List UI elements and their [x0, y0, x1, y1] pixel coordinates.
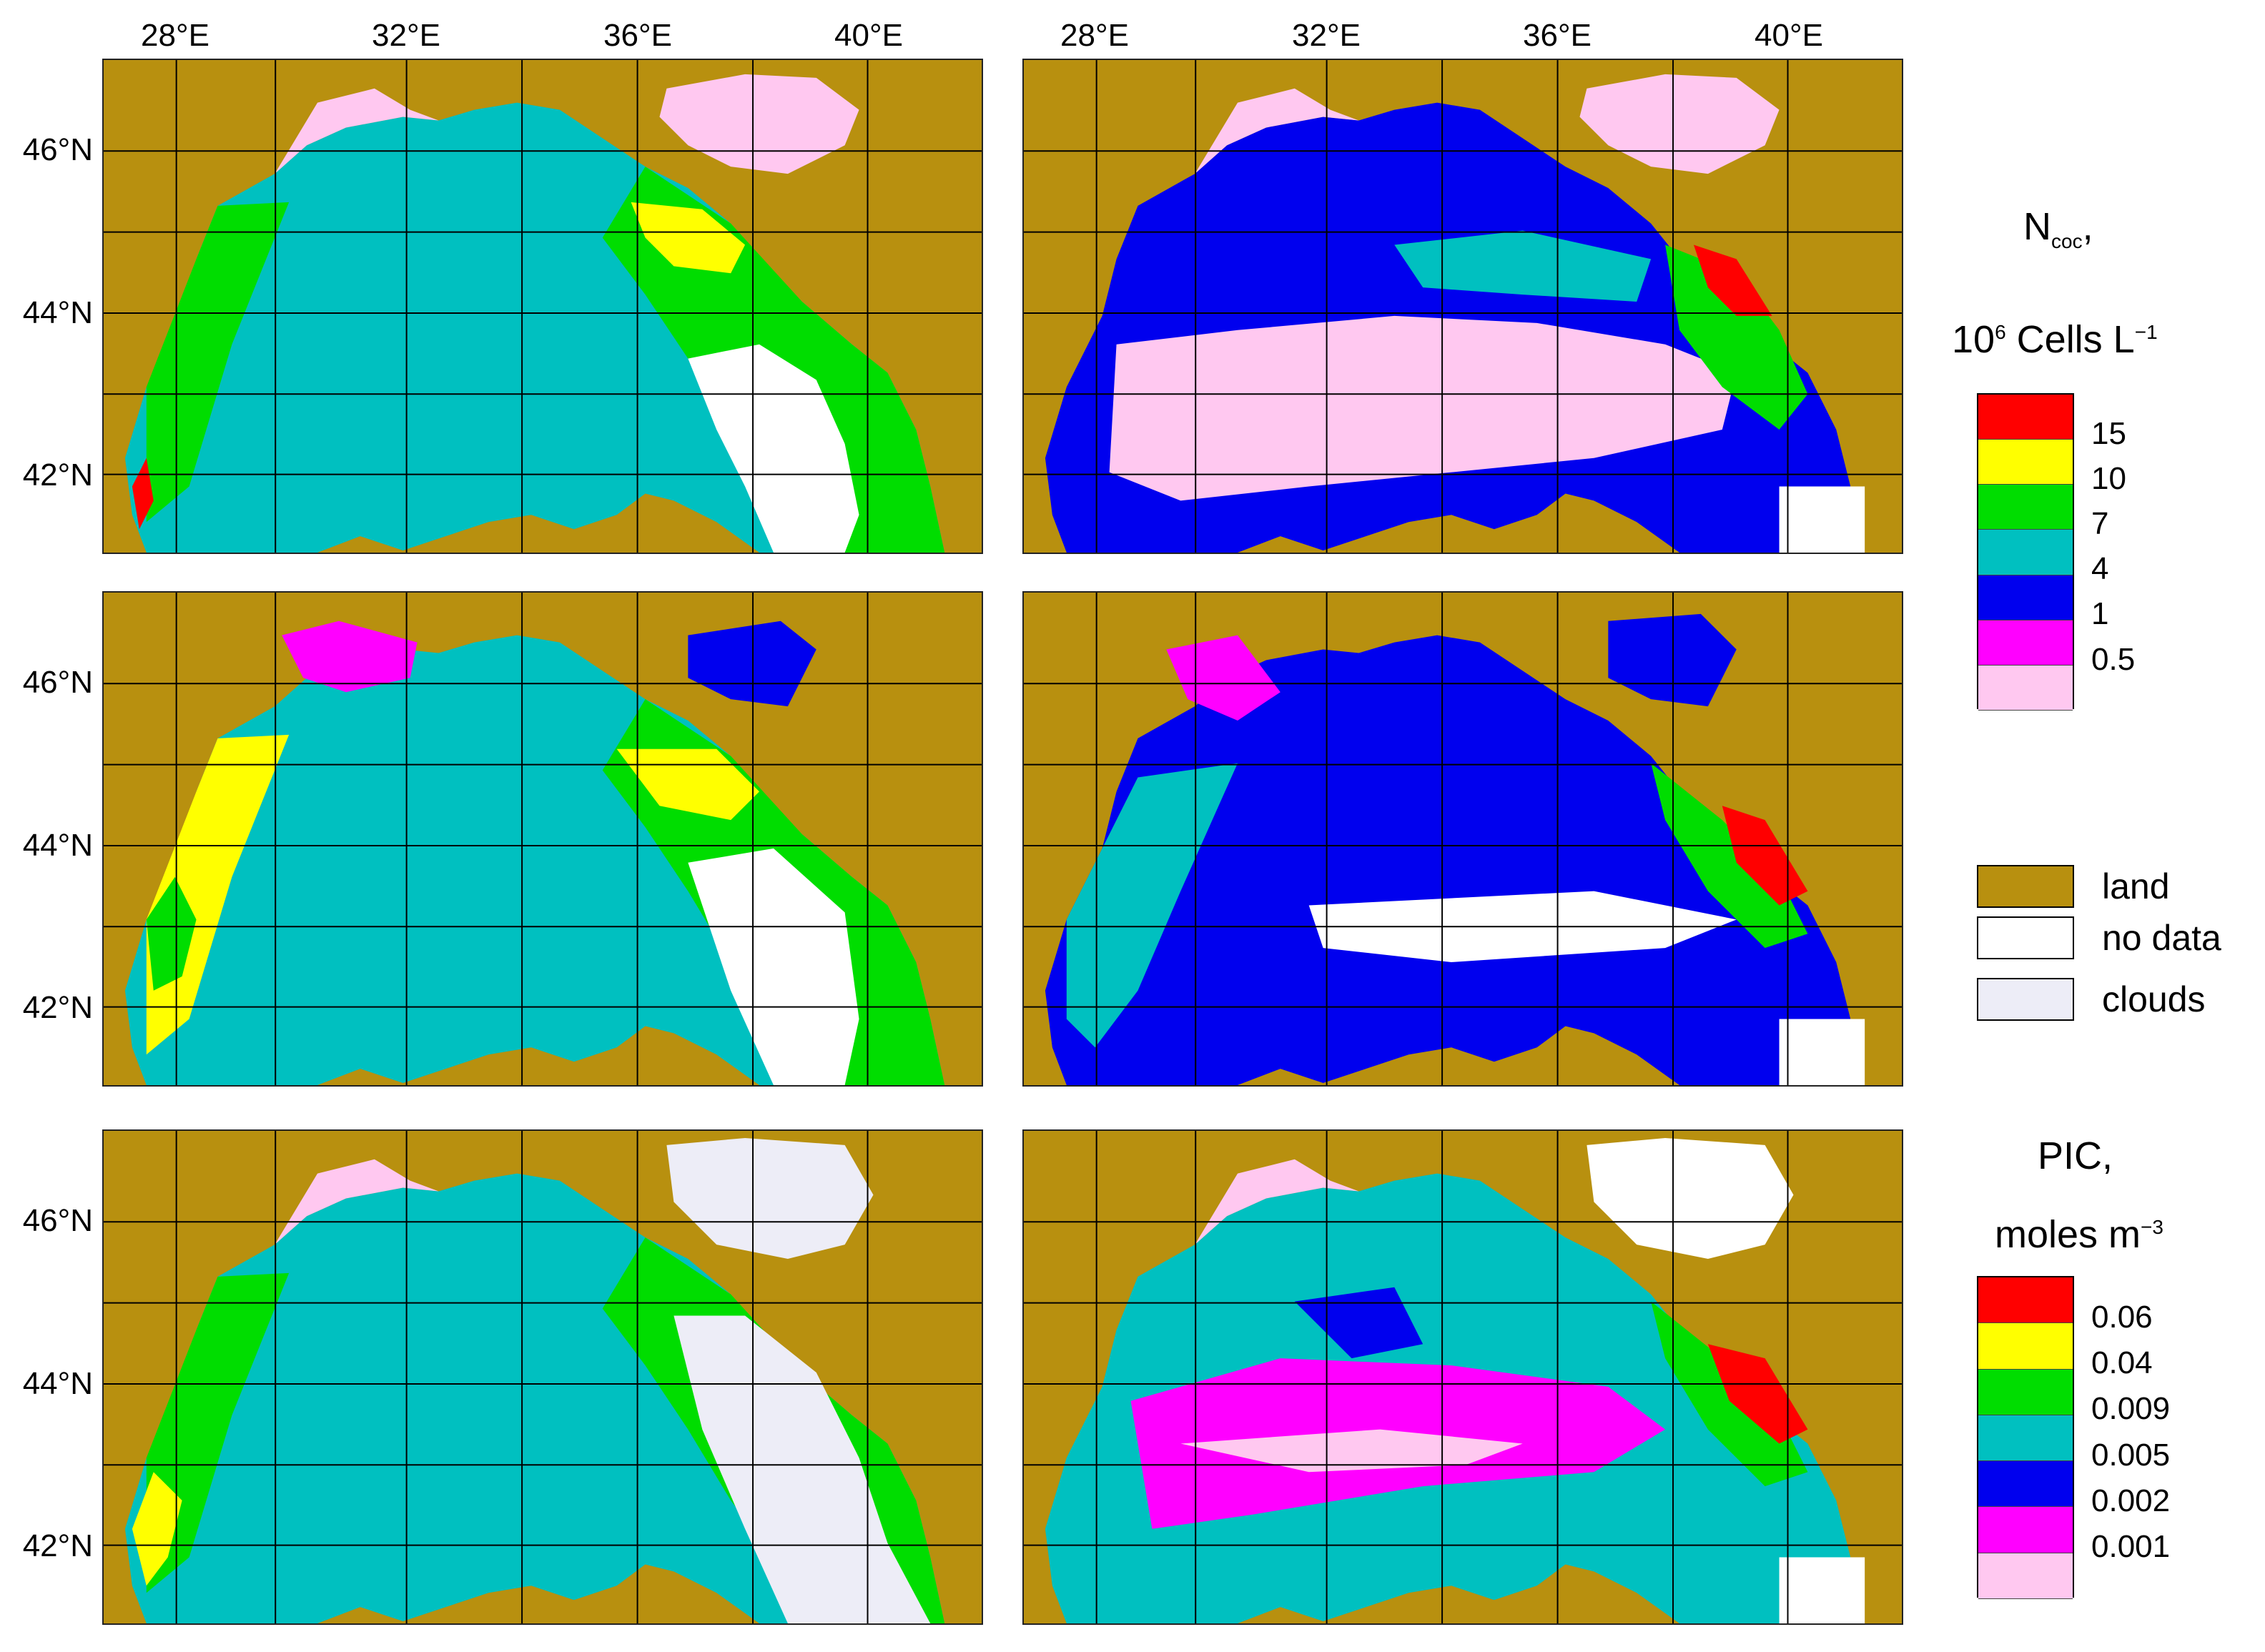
lat-label-44n-row3: 44°N — [22, 1366, 93, 1401]
pic-tick-label: 0.04 — [2091, 1345, 2153, 1381]
ncoc-tick-label: 0.5 — [2091, 641, 2136, 677]
ncoc-swatch-4 — [1978, 575, 2073, 620]
pic-swatch-6 — [1978, 1553, 2073, 1599]
ncoc-tick-label: 15 — [2091, 415, 2126, 451]
category-swatch-no-data — [1977, 916, 2074, 959]
black-sea-map — [104, 60, 982, 553]
map-panel-row1-left — [102, 59, 983, 554]
ncoc-units-base: 10 — [1952, 318, 1995, 361]
black-sea-map — [1024, 1131, 1902, 1623]
ncoc-swatch-2 — [1978, 485, 2073, 530]
pic-tick-label: 0.005 — [2091, 1437, 2171, 1473]
ncoc-title-sub: coc — [2051, 229, 2083, 252]
pic-swatch-3 — [1978, 1415, 2073, 1462]
lat-label-44n-row2: 44°N — [22, 828, 93, 863]
map-panel-row2-left — [102, 591, 983, 1087]
ncoc-tick-label: 10 — [2091, 460, 2126, 496]
pic-color-scale — [1977, 1276, 2074, 1599]
map-panel-row3-right — [1022, 1129, 1903, 1625]
ncoc-title-n: N — [2023, 205, 2051, 248]
category-label: no data — [2102, 918, 2221, 958]
pic-units-exp: −3 — [2141, 1216, 2163, 1238]
graticule — [104, 1131, 982, 1623]
pic-swatch-0 — [1978, 1277, 2073, 1324]
graticule — [1024, 593, 1902, 1085]
ncoc-swatch-0 — [1978, 395, 2073, 440]
ncoc-units-exp2: −1 — [2134, 321, 2158, 343]
lat-label-42n-row3: 42°N — [22, 1528, 93, 1563]
lon-label-32e-right: 32°E — [1292, 18, 1361, 53]
graticule — [104, 60, 982, 553]
pic-legend-title: PIC, — [2038, 1137, 2113, 1175]
ncoc-swatch-3 — [1978, 530, 2073, 575]
pic-legend-units: moles m−3 — [1995, 1215, 2163, 1254]
category-swatch-clouds — [1977, 978, 2074, 1021]
category-label: clouds — [2102, 979, 2206, 1019]
pic-units: moles m — [1995, 1213, 2141, 1256]
category-swatch-land — [1977, 865, 2074, 908]
graticule — [1024, 1131, 1902, 1623]
map-panel-row3-left — [102, 1129, 983, 1625]
lon-label-28e-right: 28°E — [1060, 18, 1129, 53]
lat-label-46n-row3: 46°N — [22, 1203, 93, 1238]
map-panel-row1-right — [1022, 59, 1903, 554]
pic-swatch-2 — [1978, 1369, 2073, 1415]
ncoc-swatch-6 — [1978, 665, 2073, 711]
category-label: land — [2102, 866, 2170, 906]
ncoc-legend-units: 106 Cells L−1 — [1952, 320, 2158, 359]
pic-tick-label: 0.001 — [2091, 1529, 2171, 1565]
ncoc-tick-label: 4 — [2091, 551, 2109, 587]
lon-label-40e: 40°E — [834, 18, 903, 53]
lon-label-28e: 28°E — [141, 18, 209, 53]
black-sea-map — [104, 1131, 982, 1623]
ncoc-units-cells: Cells L — [2005, 318, 2135, 361]
pic-tick-label: 0.002 — [2091, 1483, 2171, 1518]
ncoc-color-scale — [1977, 393, 2074, 711]
black-sea-map — [104, 593, 982, 1085]
ncoc-title-comma: , — [2082, 205, 2093, 248]
pic-tick-label: 0.009 — [2091, 1391, 2171, 1427]
lat-label-46n-row2: 46°N — [22, 665, 93, 700]
graticule — [1024, 60, 1902, 553]
lon-label-36e-right: 36°E — [1523, 18, 1592, 53]
ncoc-swatch-1 — [1978, 440, 2073, 485]
ncoc-legend-title: Ncoc, — [2023, 207, 2093, 252]
lat-label-46n-row1: 46°N — [22, 132, 93, 167]
ncoc-units-exp: 6 — [1995, 321, 2006, 343]
lat-label-42n-row2: 42°N — [22, 990, 93, 1025]
pic-tick-label: 0.06 — [2091, 1299, 2153, 1335]
lat-label-42n-row1: 42°N — [22, 457, 93, 493]
lon-label-36e: 36°E — [603, 18, 672, 53]
lon-label-32e: 32°E — [372, 18, 440, 53]
lat-label-44n-row1: 44°N — [22, 295, 93, 330]
pic-title: PIC, — [2038, 1134, 2113, 1177]
pic-swatch-5 — [1978, 1507, 2073, 1553]
ncoc-tick-label: 1 — [2091, 596, 2109, 632]
ncoc-tick-label: 7 — [2091, 506, 2109, 542]
black-sea-map — [1024, 593, 1902, 1085]
pic-swatch-1 — [1978, 1323, 2073, 1370]
ncoc-swatch-5 — [1978, 620, 2073, 666]
black-sea-map — [1024, 60, 1902, 553]
map-panel-row2-right — [1022, 591, 1903, 1087]
graticule — [104, 593, 982, 1085]
pic-swatch-4 — [1978, 1461, 2073, 1508]
lon-label-40e-right: 40°E — [1755, 18, 1823, 53]
